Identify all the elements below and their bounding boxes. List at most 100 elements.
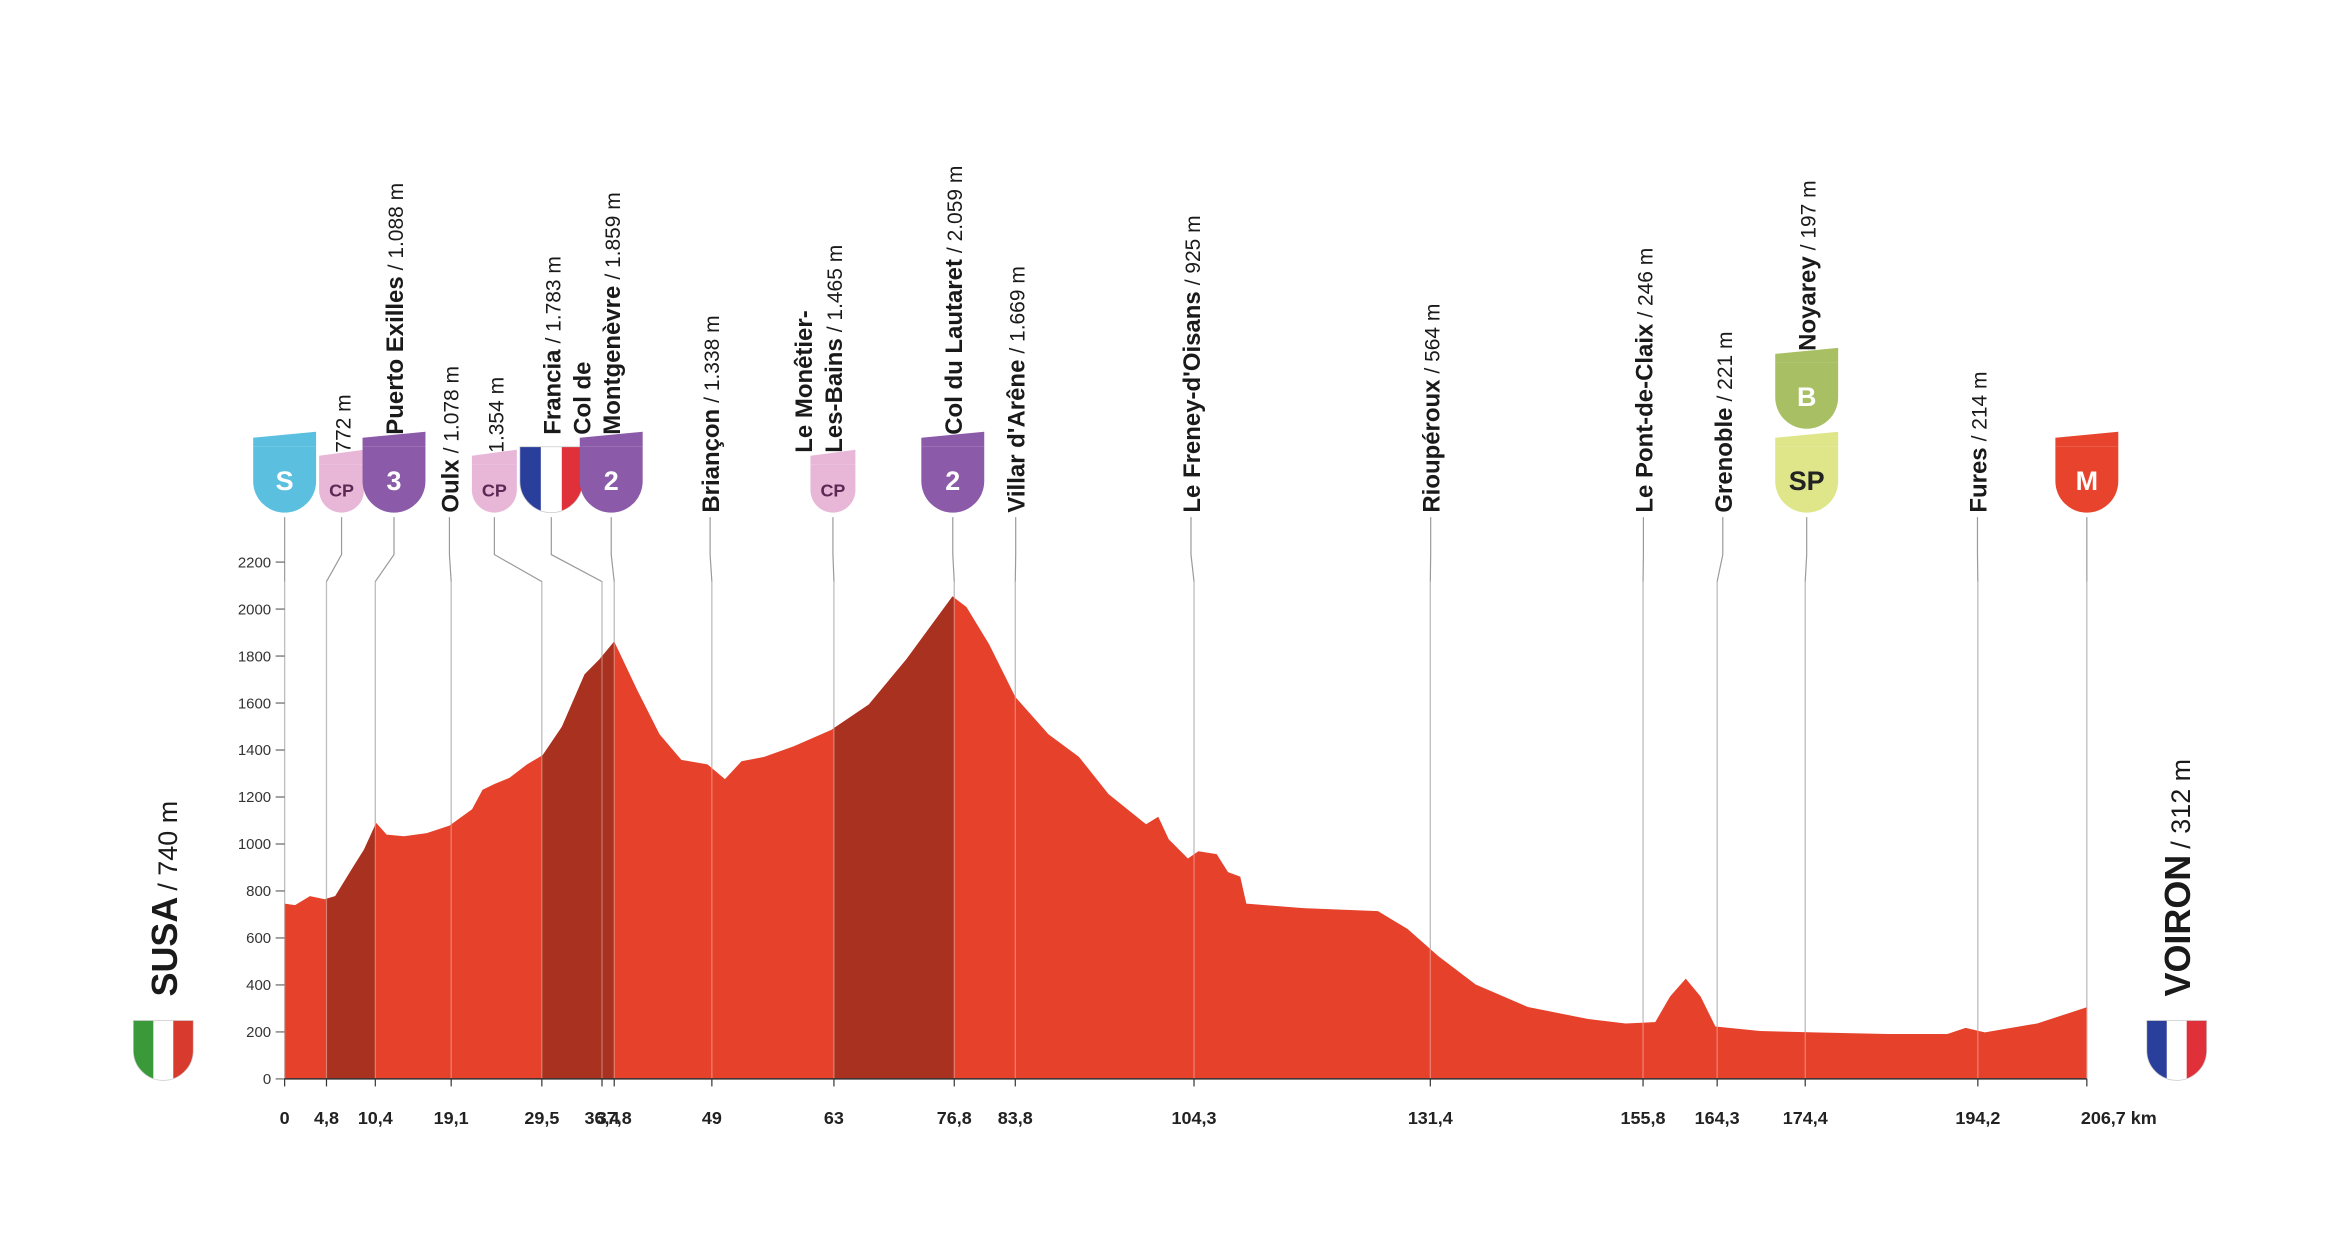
y-tick-label: 600 <box>246 930 271 947</box>
waypoint-text: Rioupéroux / 564 m <box>1419 304 1446 513</box>
waypoint-altitude: / 564 m <box>1422 304 1445 374</box>
x-tick-label: 164,3 <box>1695 1108 1740 1128</box>
waypoint-name: Puerto Exilles <box>382 276 409 434</box>
waypoint-name: Les-Bains <box>821 338 848 452</box>
start-label: SUSA / 740 m <box>144 801 185 997</box>
badge-tab <box>362 431 426 447</box>
waypoint-label: Grenoble / 221 m <box>1711 332 1738 513</box>
waypoint-label: Montgenèvre / 1.859 m Col de <box>569 192 626 434</box>
y-tick-label: 1400 <box>238 742 271 759</box>
waypoint-name: Le Freney-d'Oisans <box>1179 291 1206 512</box>
badge-tab <box>1775 347 1839 363</box>
x-tick-label: 131,4 <box>1408 1108 1453 1128</box>
badge-text: CP <box>820 480 845 500</box>
waypoint-text: 772 m <box>333 394 356 452</box>
elevation-area <box>284 596 2087 1079</box>
waypoint-label: Villar d'Arêne / 1.669 m <box>1004 266 1031 512</box>
badge-tab <box>579 431 643 447</box>
waypoint-altitude: 772 m <box>333 394 356 452</box>
waypoint-label: Le Freney-d'Oisans / 925 m <box>1179 215 1206 512</box>
waypoint-text: Briançon / 1.338 m <box>698 315 725 512</box>
flag-badge <box>519 446 583 513</box>
waypoint-altitude: / 1.783 m <box>542 256 565 343</box>
x-tick-label: 194,2 <box>1955 1108 2000 1128</box>
badge <box>2055 446 2119 513</box>
waypoint-text: Puerto Exilles / 1.088 m <box>382 183 409 435</box>
badge-tab <box>253 431 317 447</box>
badge-tab <box>319 449 365 465</box>
badge <box>471 464 517 513</box>
waypoint-label: Col du Lautaret / 2.059 m <box>941 166 968 435</box>
badge <box>253 446 317 513</box>
waypoint-text: Villar d'Arêne / 1.669 m <box>1004 266 1031 512</box>
waypoint-altitude: / 1.338 m <box>701 315 724 402</box>
badge <box>810 464 856 513</box>
waypoint-altitude: / 221 m <box>1714 332 1737 402</box>
y-tick-label: 0 <box>263 1071 271 1088</box>
waypoint-text: Francia / 1.783 m <box>539 256 566 435</box>
badge-text: 2 <box>945 466 960 496</box>
waypoint-name: Col du Lautaret <box>941 259 968 435</box>
flag-stripe <box>2146 1020 2168 1081</box>
leader-line <box>1190 517 1195 1079</box>
flag-outline <box>132 1020 194 1081</box>
waypoint-label: Noyarey / 197 m <box>1795 180 1822 350</box>
waypoint-text: Grenoble / 221 m <box>1711 332 1738 513</box>
x-tick-label: 29,5 <box>524 1108 559 1128</box>
climb-area <box>833 596 955 1079</box>
y-tick-label: 2200 <box>238 554 271 571</box>
y-tick-label: 1600 <box>238 695 271 712</box>
badge-text: M <box>2076 466 2098 496</box>
x-tick-label: 206,7 km <box>2081 1108 2157 1128</box>
y-tick-label: 1200 <box>238 789 271 806</box>
start-name: SUSA <box>144 897 185 997</box>
waypoint-label: Briançon / 1.338 m <box>698 315 725 512</box>
leader-line <box>325 517 343 1079</box>
x-tick-label: 63 <box>824 1108 844 1128</box>
badge-text: CP <box>329 480 354 500</box>
y-tick-label: 1800 <box>238 648 271 665</box>
badge-text: B <box>1797 382 1816 412</box>
badge-tab <box>2055 431 2119 447</box>
badge-text: CP <box>482 480 507 500</box>
waypoint-label: Fures / 214 m <box>1965 371 1992 512</box>
flag-outline <box>2146 1020 2208 1081</box>
y-tick-label: 200 <box>246 1024 271 1041</box>
badge-text: SP <box>1789 466 1825 496</box>
waypoint-altitude: / 1.088 m <box>385 183 408 270</box>
waypoint-name: Villar d'Arêne <box>1004 360 1031 513</box>
badge <box>362 446 426 513</box>
badge-text: 2 <box>604 466 619 496</box>
waypoint-label: Oulx / 1.078 m <box>437 366 464 513</box>
badge <box>1775 446 1839 513</box>
waypoint-altitude: / 197 m <box>1798 180 1821 250</box>
waypoint-altitude: / 246 m <box>1634 248 1657 318</box>
finish-name: VOIRON <box>2157 855 2198 997</box>
flag-stripe <box>2186 1020 2207 1081</box>
y-tick-label: 800 <box>246 883 271 900</box>
waypoint-name: Francia <box>539 349 566 435</box>
finish-flag <box>2146 1020 2207 1081</box>
badge-text: S <box>276 466 294 496</box>
x-tick-label: 37,8 <box>597 1108 632 1128</box>
x-tick-label: 36,4 <box>585 1108 620 1128</box>
waypoint-name: Briançon <box>698 409 725 513</box>
y-tick-label: 1000 <box>238 836 271 853</box>
waypoint-name: Montgenèvre <box>599 286 626 435</box>
badge <box>319 464 365 513</box>
waypoint-name: Fures <box>1965 447 1992 512</box>
badge-text: 3 <box>386 466 401 496</box>
finish-text: VOIRON / 312 m <box>2157 759 2198 997</box>
waypoint-name: Oulx <box>437 459 464 513</box>
waypoint-altitude: / 214 m <box>1968 371 1991 441</box>
waypoint-label: Le Pont-de-Claix / 246 m <box>1631 248 1658 513</box>
flag-stripe <box>2166 1020 2188 1081</box>
badge <box>579 446 643 513</box>
waypoint-altitude: 1.354 m <box>485 377 508 453</box>
x-tick-label: 10,4 <box>358 1108 393 1128</box>
waypoint-altitude: / 2.059 m <box>944 166 967 253</box>
finish-label: VOIRON / 312 m <box>2157 759 2198 997</box>
waypoint-altitude: / 1.859 m <box>602 192 625 279</box>
waypoint-label: 772 m <box>333 394 356 452</box>
waypoint-name: Le Pont-de-Claix <box>1631 323 1658 513</box>
